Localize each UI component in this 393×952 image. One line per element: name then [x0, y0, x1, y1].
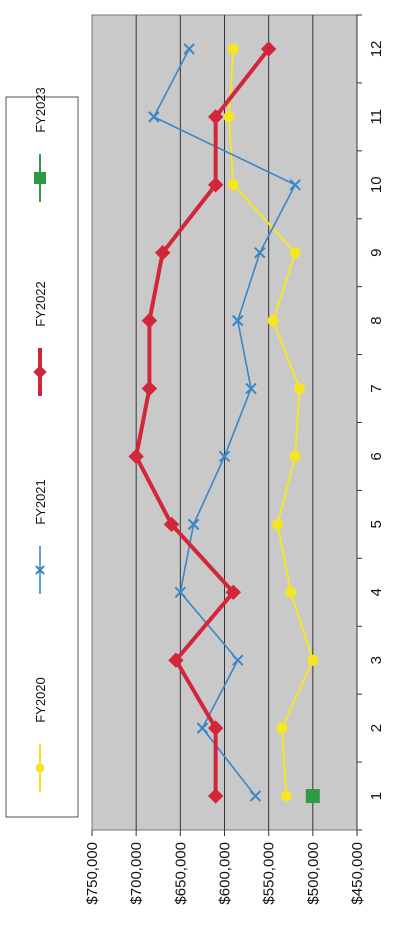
category-axis-tick-label: 7	[368, 384, 385, 392]
data-point-fy2022	[163, 516, 180, 533]
data-point-fy2021	[254, 247, 266, 259]
data-point-fy2022	[141, 380, 158, 397]
category-axis-tick-label: 11	[368, 109, 385, 125]
data-point-fy2021	[148, 111, 160, 123]
legend-item-fy2020: FY2020	[33, 677, 48, 792]
value-axis-tick-label: $450,000	[349, 842, 366, 905]
category-axis-tick-label: 10	[368, 176, 385, 193]
data-point-fy2021	[174, 586, 187, 598]
legend-label: FY2023	[33, 87, 48, 133]
data-point-fy2020	[289, 450, 301, 462]
legend-item-fy2023: FY2023	[33, 87, 48, 202]
data-point-fy2020	[294, 383, 306, 395]
data-point-fy2022	[207, 788, 224, 804]
data-point-fy2022	[260, 41, 277, 57]
data-point-fy2021	[183, 43, 195, 55]
data-point-fy2020	[223, 111, 235, 123]
series-line-fy2021	[153, 48, 296, 797]
category-axis-tick-label: 1	[368, 792, 385, 800]
legend-label: FY2022	[33, 281, 48, 327]
data-point-fy2022	[168, 652, 184, 668]
data-point-fy2020	[227, 43, 239, 55]
category-axis-tick-label: 12	[368, 41, 385, 58]
data-point-fy2020	[285, 586, 297, 598]
data-point-fy2023	[305, 789, 320, 804]
category-axis-tick-label: 8	[368, 316, 385, 324]
legend-item-fy2021: FY2021	[33, 479, 48, 594]
value-axis-tick-label: $600,000	[217, 842, 234, 905]
series-line-fy2020	[227, 48, 314, 797]
value-axis-tick-label: $650,000	[172, 842, 189, 905]
category-axis-tick-label: 4	[368, 588, 385, 596]
category-axis-tick-label: 3	[368, 656, 385, 664]
data-point-fy2021	[196, 722, 209, 734]
data-point-fy2022	[154, 245, 171, 261]
legend-marker	[35, 763, 45, 773]
legend: FY2020 FY2021 FY2022 FY2023	[5, 87, 79, 818]
legend-marker	[33, 365, 47, 379]
data-point-fy2020	[280, 790, 292, 802]
value-axis-tick-label: $500,000	[305, 842, 322, 905]
category-axis-tick-label: 9	[368, 249, 385, 257]
data-point-fy2020	[289, 247, 301, 259]
data-point-fy2020	[276, 722, 288, 734]
data-point-fy2021	[218, 450, 231, 463]
value-axis-tick-label: $700,000	[128, 842, 145, 905]
legend-box	[5, 96, 79, 818]
data-point-fy2022	[207, 177, 224, 193]
legend-item-fy2022: FY2022	[33, 281, 48, 396]
data-point-fy2021	[232, 314, 244, 327]
data-point-fy2021	[249, 790, 262, 802]
value-axis-tick-label: $550,000	[261, 842, 278, 905]
data-point-fy2020	[227, 179, 239, 191]
data-point-fy2020	[272, 518, 283, 530]
data-point-fy2021	[232, 654, 244, 666]
legend-label: FY2021	[33, 479, 48, 525]
data-point-fy2022	[207, 720, 224, 736]
data-point-fy2020	[307, 654, 319, 666]
data-point-fy2021	[187, 518, 200, 531]
data-point-fy2021	[245, 382, 257, 395]
data-point-fy2022	[207, 109, 224, 125]
legend-marker	[35, 565, 45, 575]
category-axis-tick-label: 2	[368, 724, 385, 732]
data-point-fy2022	[225, 584, 242, 600]
data-point-fy2022	[141, 312, 158, 329]
series-line-fy2022	[134, 47, 271, 797]
legend-marker	[34, 172, 46, 184]
data-point-fy2020	[267, 315, 279, 327]
legend-label: FY2020	[33, 677, 48, 723]
category-axis-tick-label: 6	[368, 452, 385, 460]
data-point-fy2021	[289, 179, 301, 191]
value-axis-tick-label: $750,000	[84, 842, 101, 905]
category-axis-tick-label: 5	[368, 520, 385, 528]
data-point-fy2022	[128, 448, 144, 465]
plot-area: $450,000 $500,000 $550,000 $600,000 $650,000…	[84, 14, 385, 905]
